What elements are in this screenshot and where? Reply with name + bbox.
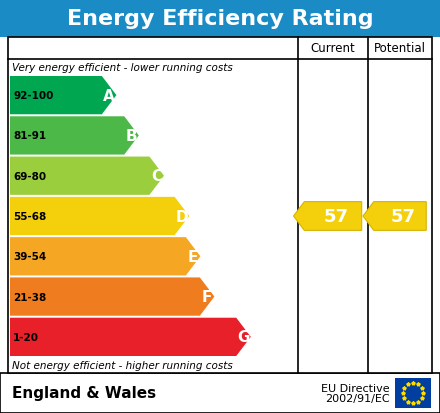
Text: 57: 57 [324,207,349,225]
Text: E: E [188,249,198,264]
Text: C: C [151,169,162,184]
Text: G: G [237,330,250,344]
Text: England & Wales: England & Wales [12,386,156,401]
Polygon shape [293,202,362,231]
Text: 1-20: 1-20 [13,332,39,342]
Polygon shape [10,197,189,235]
Polygon shape [10,278,214,316]
Text: 55-68: 55-68 [13,211,46,221]
Text: F: F [202,290,213,304]
Polygon shape [10,117,139,155]
Bar [0,0,440,38]
Text: B: B [126,128,137,144]
Text: 81-91: 81-91 [13,131,46,141]
Text: 2002/91/EC: 2002/91/EC [325,393,390,403]
Text: Current: Current [311,43,356,55]
Bar [0,373,440,413]
Text: Energy Efficiency Rating: Energy Efficiency Rating [67,9,373,29]
Polygon shape [10,318,251,356]
Polygon shape [10,77,117,115]
Text: D: D [176,209,188,224]
Polygon shape [10,157,164,195]
Text: 92-100: 92-100 [13,91,53,101]
Text: A: A [103,88,115,103]
Text: Very energy efficient - lower running costs: Very energy efficient - lower running co… [12,63,233,73]
Bar [8,38,432,373]
Text: 57: 57 [391,207,416,225]
Text: 69-80: 69-80 [13,171,46,181]
Polygon shape [363,202,426,231]
Text: 39-54: 39-54 [13,252,46,262]
Bar [395,378,431,408]
Text: Not energy efficient - higher running costs: Not energy efficient - higher running co… [12,360,233,370]
Text: EU Directive: EU Directive [321,383,390,393]
Text: Potential: Potential [374,43,426,55]
Polygon shape [10,237,200,276]
Text: 21-38: 21-38 [13,292,46,302]
